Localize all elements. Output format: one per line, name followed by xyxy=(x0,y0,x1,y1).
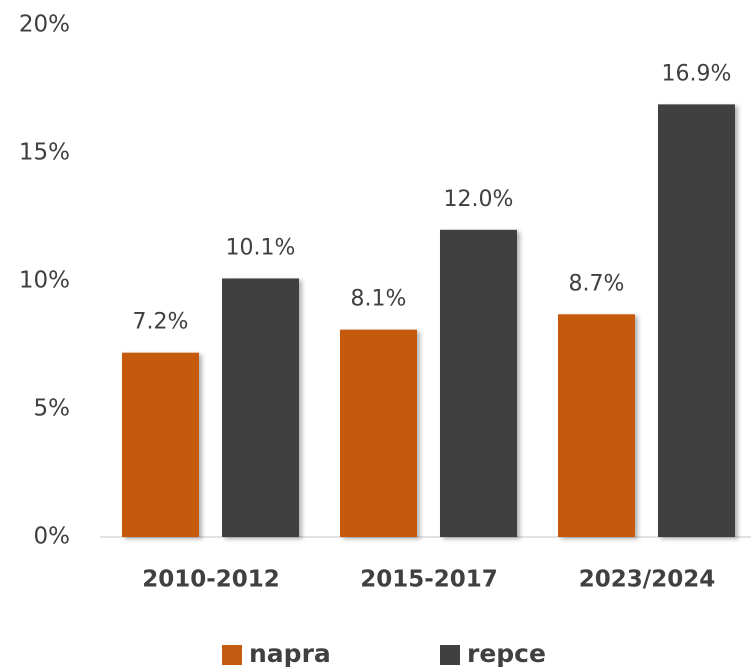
bar xyxy=(658,104,735,538)
y-tick-label: 10% xyxy=(19,268,70,294)
y-tick-label: 15% xyxy=(19,140,70,166)
value-label: 7.2% xyxy=(133,310,189,335)
bar xyxy=(122,352,199,537)
x-tick-label: 2010-2012 xyxy=(142,567,280,593)
y-tick-label: 5% xyxy=(34,396,71,422)
legend-label: repce xyxy=(467,639,546,668)
bar xyxy=(340,329,417,537)
x-tick-label: 2015-2017 xyxy=(360,567,498,593)
bar xyxy=(440,229,517,538)
value-label: 12.0% xyxy=(444,187,514,212)
value-label: 10.1% xyxy=(226,235,296,260)
legend-swatch xyxy=(222,645,242,665)
value-label: 16.9% xyxy=(662,61,732,86)
bar xyxy=(222,278,299,537)
y-tick-label: 0% xyxy=(34,524,71,550)
legend-label: napra xyxy=(249,639,331,668)
x-tick-label: 2023/2024 xyxy=(579,567,715,593)
value-label: 8.1% xyxy=(351,287,407,312)
value-label: 8.7% xyxy=(569,271,625,296)
y-tick-label: 20% xyxy=(19,12,70,38)
legend-swatch xyxy=(440,645,460,665)
bar xyxy=(558,314,635,537)
